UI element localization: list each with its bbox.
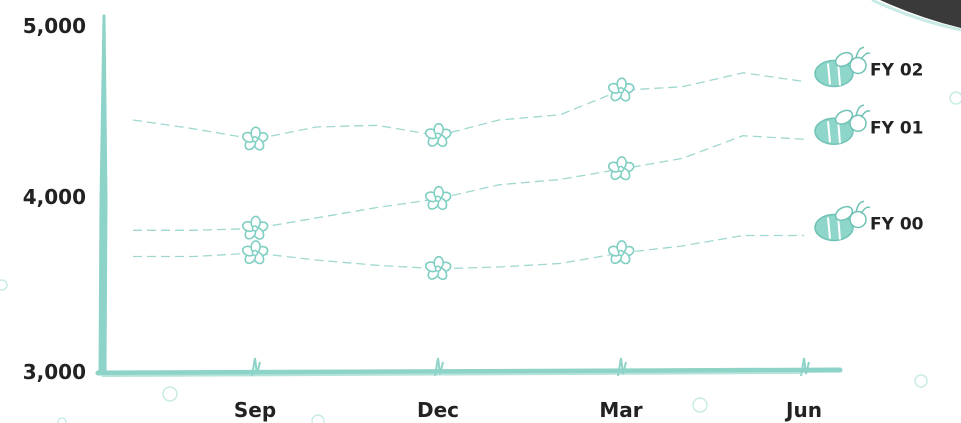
y-axis-line	[98, 14, 108, 375]
flower-center	[617, 165, 625, 173]
bee-icon	[814, 104, 871, 145]
bee-icon	[814, 200, 871, 242]
flower-icon	[607, 77, 635, 102]
flower-icon	[424, 185, 452, 211]
y-tick-label: 4,000	[23, 185, 86, 209]
bubble-decoration	[692, 397, 708, 413]
x-tick-mark	[434, 357, 444, 377]
bubble-decoration	[949, 91, 961, 105]
flower-center	[617, 249, 625, 257]
corner-photo-decoration	[880, 0, 961, 28]
flower-center	[617, 87, 625, 94]
flower-icon	[424, 122, 452, 148]
x-tick-label: Jun	[784, 398, 822, 422]
x-axis-sketch-line	[101, 372, 801, 377]
y-tick-label: 5,000	[23, 14, 86, 38]
bee-body	[814, 117, 854, 145]
bee-head	[849, 210, 867, 229]
bee-antennae	[855, 200, 871, 214]
flower-center	[251, 136, 259, 143]
flower-center	[434, 132, 442, 139]
bee-body	[814, 213, 854, 242]
bee-wing	[834, 51, 854, 68]
series-name-label: FY 00	[870, 215, 924, 235]
bee-wing	[834, 205, 854, 222]
x-tick-mark	[617, 357, 627, 377]
series-markers	[241, 77, 635, 281]
bee-icon	[814, 46, 871, 88]
bee-wing	[834, 109, 854, 125]
bee-body	[814, 59, 854, 88]
axes	[95, 14, 843, 377]
y-axis-ticks: 3,000 4,000 5,000	[23, 14, 86, 384]
x-tick-label: Dec	[417, 398, 459, 422]
corner-border-decoration	[871, 0, 961, 32]
x-axis-line	[95, 367, 843, 376]
bubble-decoration	[0, 279, 8, 291]
bubble-decoration	[57, 417, 67, 423]
y-tick-label: 3,000	[23, 360, 86, 384]
flower-icon	[241, 240, 269, 265]
bee-head	[849, 114, 867, 132]
flower-icon	[607, 240, 635, 265]
series-labels: FY 00 FY 01 FY 02	[814, 46, 924, 242]
flower-icon	[241, 126, 269, 151]
series-line	[133, 135, 805, 231]
flower-center	[434, 265, 442, 272]
bee-head	[849, 56, 867, 75]
bee-antennae	[855, 46, 871, 60]
series-name-label: FY 01	[870, 118, 924, 138]
flower-center	[251, 225, 259, 232]
flower-center	[251, 249, 259, 257]
x-tick-mark	[251, 357, 261, 377]
bubble-decoration	[914, 374, 928, 388]
x-axis-ticks: Sep Dec Mar Jun	[234, 357, 822, 422]
series-lines	[132, 72, 805, 270]
bubble-decoration	[162, 386, 178, 402]
series-name-label: FY 02	[870, 61, 924, 81]
x-tick-mark	[800, 357, 810, 377]
flower-icon	[241, 215, 269, 240]
x-tick-label: Sep	[234, 398, 276, 422]
bee-antennae	[855, 104, 871, 118]
flower-icon	[424, 255, 452, 281]
flower-center	[434, 195, 442, 202]
x-tick-label: Mar	[599, 398, 642, 422]
bubble-decoration	[311, 414, 325, 423]
series-line	[133, 234, 804, 270]
flower-icon	[607, 156, 635, 181]
series-line	[132, 72, 805, 140]
